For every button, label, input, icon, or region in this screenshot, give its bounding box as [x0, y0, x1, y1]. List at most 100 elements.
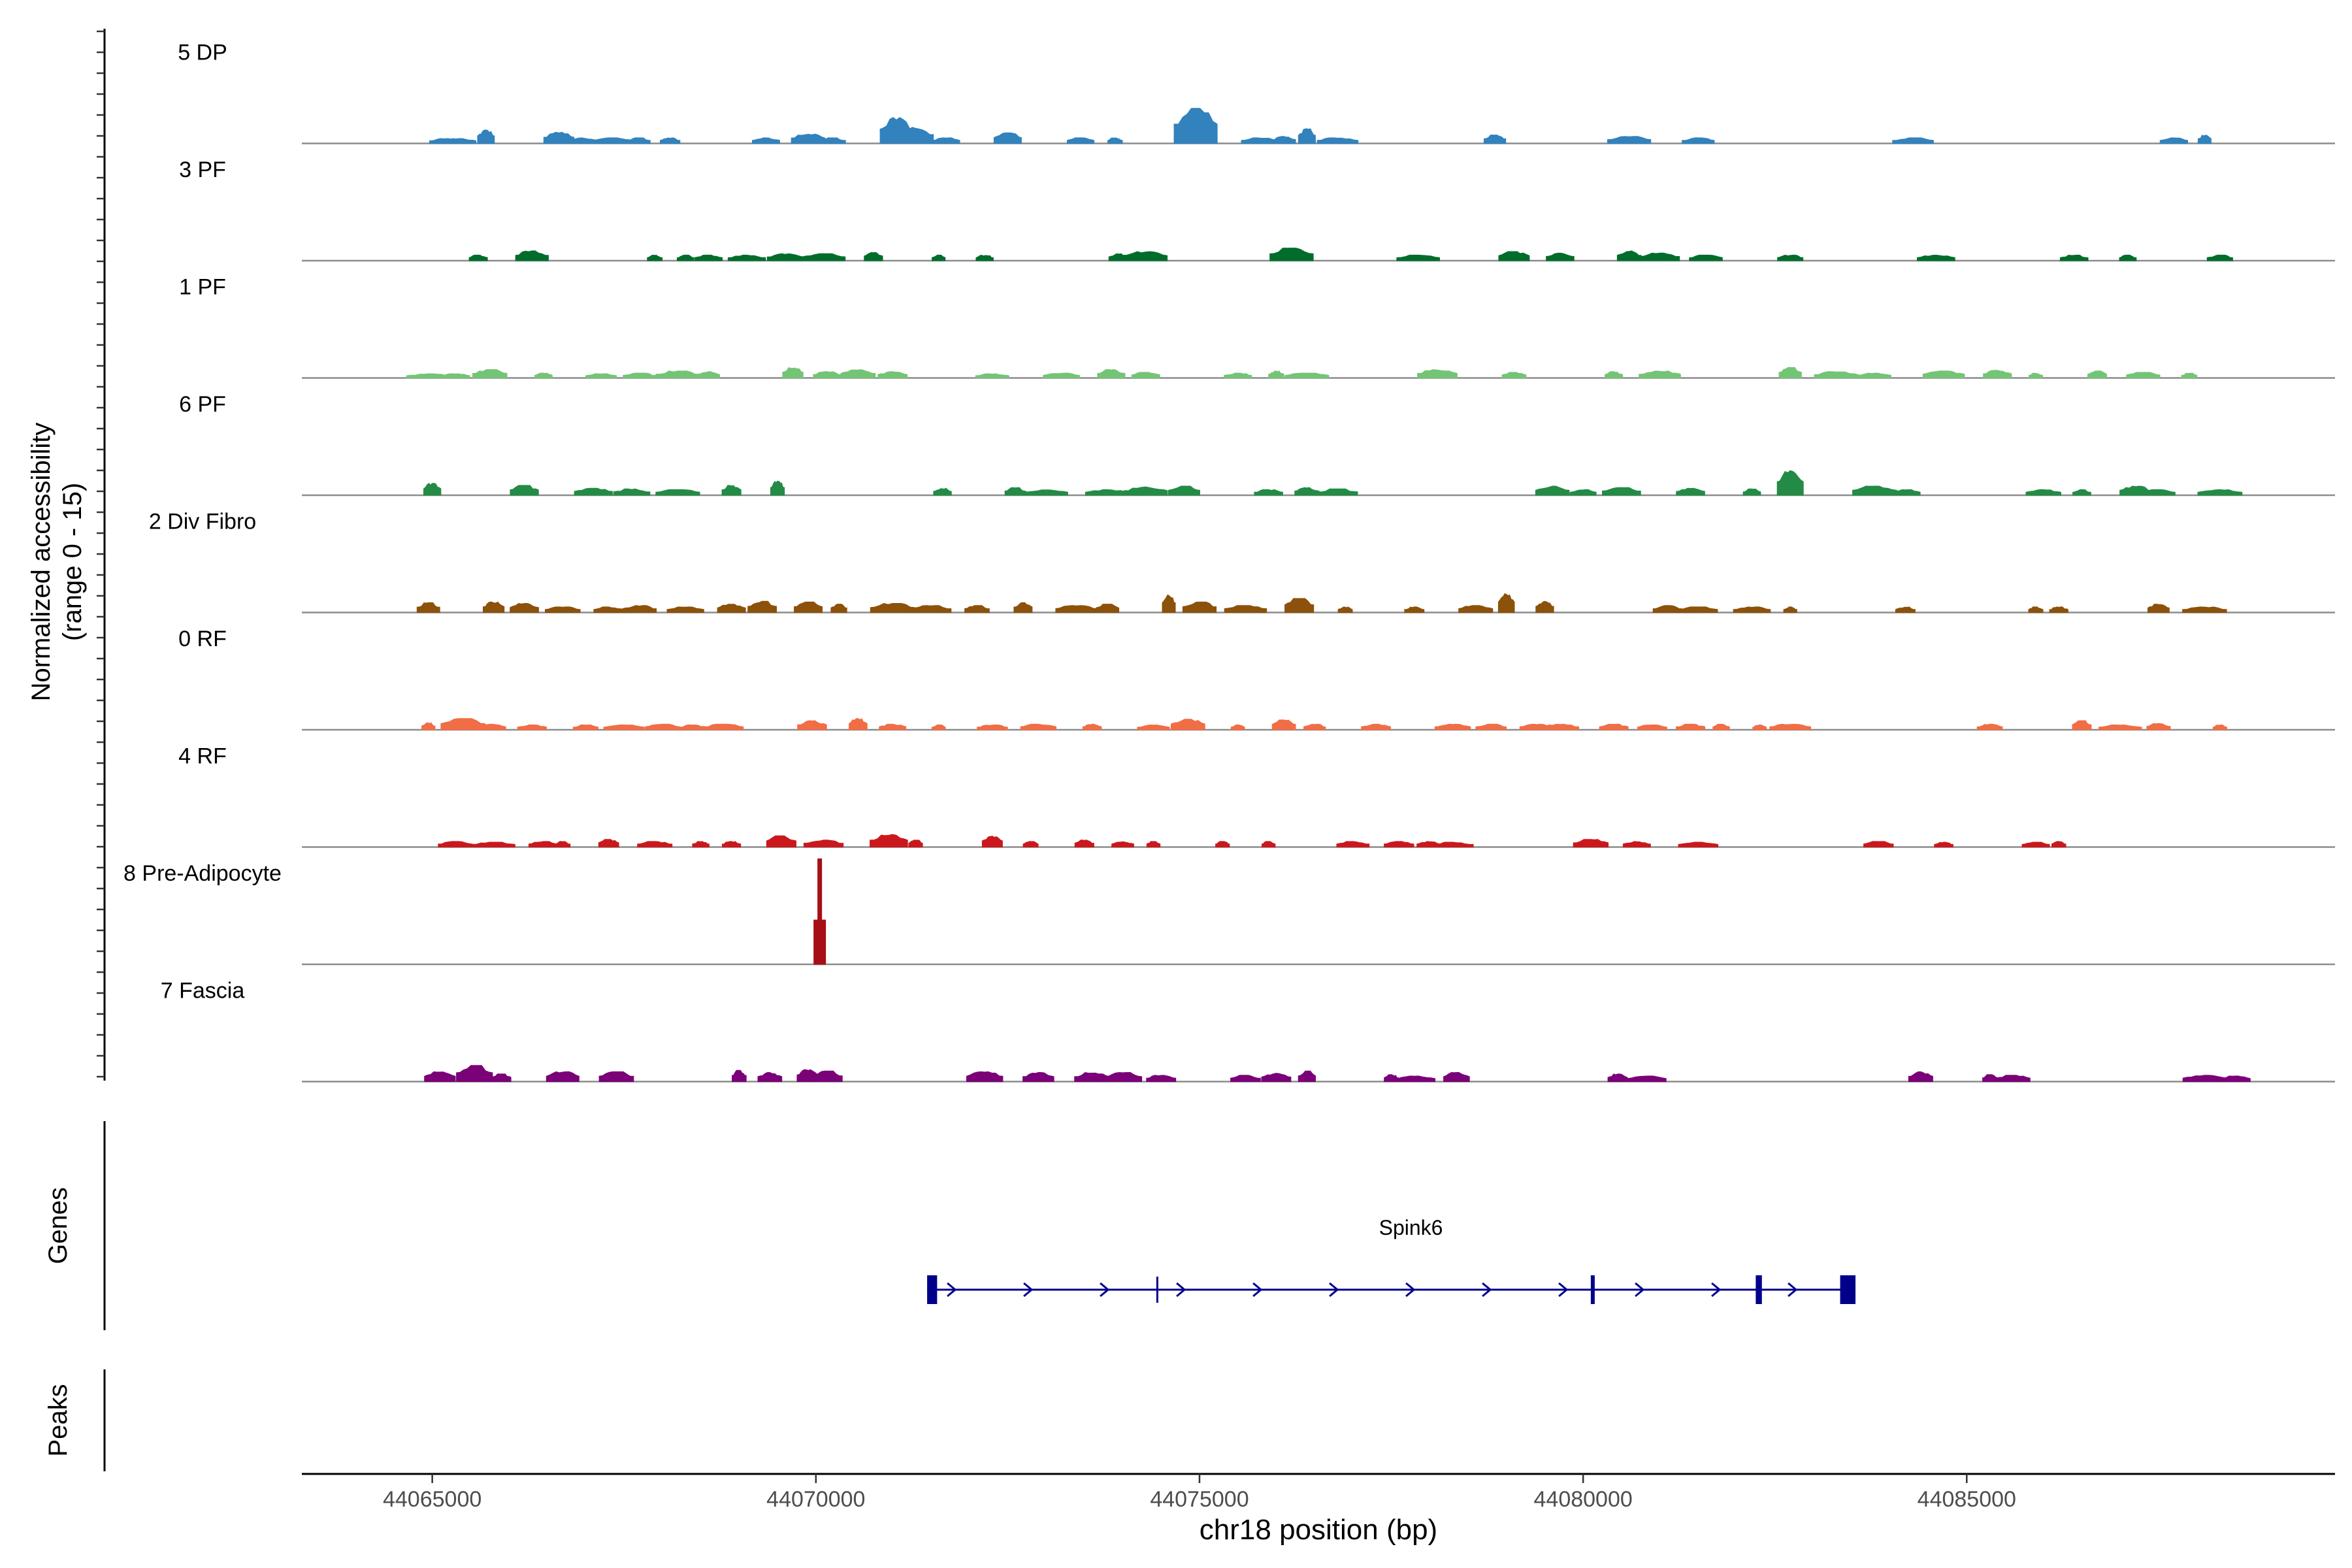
coverage-peak [1111, 841, 1134, 847]
coverage-peak [1857, 372, 1892, 378]
gene-strand-arrow [947, 1282, 957, 1298]
coverage-peak [910, 605, 952, 613]
gene-track: Spink6 [927, 1216, 1856, 1304]
coverage-peak [964, 605, 990, 613]
coverage-peak [438, 841, 473, 847]
track-label: 7 Fascia [161, 979, 245, 1004]
coverage-peak [1890, 489, 1921, 496]
gene-strand-arrow [1711, 1282, 1722, 1298]
coverage-peak [1404, 606, 1425, 613]
coverage-peak [1892, 137, 1934, 144]
coverage-peak [2182, 606, 2227, 613]
coverage-peak [1712, 723, 1730, 730]
coverage-peak [1601, 487, 1641, 496]
coverage-peak [491, 1073, 512, 1082]
coverage-peak [1777, 254, 1804, 261]
gene-strand-arrow [1482, 1282, 1492, 1298]
coverage-peak [423, 483, 442, 496]
track-label: 3 PF [179, 157, 226, 182]
coverage-peak [622, 605, 657, 613]
coverage-peak [1097, 369, 1126, 378]
coverage-peak [1607, 136, 1652, 144]
coverage-peak [1170, 719, 1205, 730]
coverage-peak [704, 723, 744, 730]
track-6: 4 RF [178, 744, 2335, 848]
gene-exon [1756, 1275, 1762, 1304]
coverage-peak [1682, 137, 1715, 144]
coverage-peak [966, 1071, 1004, 1082]
coverage-peak [2028, 606, 2044, 613]
coverage-peak [1271, 719, 1296, 730]
coverage-peak [1393, 1075, 1436, 1082]
coverage-peak [1501, 372, 1527, 378]
coverage-peak [544, 606, 581, 613]
track-5: 0 RF [178, 627, 2335, 731]
coverage-peak [1024, 489, 1068, 496]
track-4: 2 Div Fibro [149, 510, 2335, 613]
gene-name-label: Spink6 [1379, 1216, 1443, 1239]
gene-strand-arrow [1788, 1282, 1798, 1298]
coverage-peak [655, 489, 700, 496]
coverage-peak [1162, 594, 1176, 613]
coverage-peak [1137, 724, 1170, 730]
coverage-peak [2126, 372, 2161, 378]
coverage-peak [2146, 723, 2171, 730]
coverage-peak [797, 720, 827, 730]
coverage-peak [2142, 489, 2176, 496]
coverage-peak [1303, 723, 1326, 730]
coverage-peak [727, 254, 766, 261]
gene-strand-arrow [1176, 1282, 1186, 1298]
coverage-peak [482, 601, 505, 613]
coverage-peak [572, 724, 599, 730]
coverage-peak [1384, 841, 1414, 847]
coverage-y-axis-ticks [97, 30, 105, 1078]
coverage-peak [1622, 841, 1651, 847]
gene-exon [1840, 1275, 1856, 1304]
coverage-peak [2025, 489, 2062, 496]
coverage-peak [1417, 369, 1458, 378]
coverage-peak [442, 138, 477, 144]
coverage-peak [870, 602, 915, 613]
coverage-peak [2212, 725, 2227, 730]
coverage-y-axis-title-line1: Normalized accessibility [27, 423, 56, 702]
coverage-peak [1573, 839, 1609, 847]
x-tick-label: 44080000 [1534, 1487, 1633, 1512]
coverage-peak [1535, 600, 1554, 613]
coverage-peak [801, 253, 846, 261]
x-axis-ticks: 44065000 44070000 44075000 44080000 44085000 [383, 1474, 2016, 1512]
coverage-peak [1895, 606, 1916, 613]
coverage-peak [1182, 601, 1217, 613]
coverage-peak [2147, 604, 2170, 613]
coverage-peak [1215, 841, 1230, 847]
coverage-peak [623, 372, 657, 378]
coverage-peak [2049, 606, 2068, 613]
coverage-peak [416, 602, 440, 613]
coverage-peak [2099, 724, 2142, 730]
coverage-peak [975, 373, 1009, 378]
genes-panel: Genes Spink6 [44, 1121, 1856, 1330]
coverage-peak [830, 604, 847, 613]
coverage-peak [1146, 841, 1161, 847]
coverage-peak [647, 254, 663, 261]
coverage-peak [637, 841, 673, 847]
coverage-peak [1676, 723, 1706, 730]
coverage-peak [1224, 372, 1252, 378]
coverage-peak [1268, 370, 1284, 378]
coverage-peak [1336, 841, 1370, 847]
coverage-peak [1475, 723, 1507, 730]
coverage-peak [908, 840, 923, 847]
track-label: 6 PF [179, 392, 226, 417]
coverage-peak [732, 1070, 747, 1082]
coverage-peak [1622, 1075, 1667, 1082]
coverage-peak [2197, 135, 2212, 144]
coverage-peak [510, 485, 539, 496]
coverage-peak [1599, 723, 1629, 730]
peaks-panel: Peaks [44, 1369, 106, 1471]
x-tick-label: 44070000 [766, 1487, 865, 1512]
coverage-peak [932, 254, 946, 261]
coverage-peak [1337, 606, 1353, 613]
coverage-peak [1639, 370, 1681, 378]
coverage-peak [931, 725, 946, 730]
coverage-peak [676, 254, 694, 261]
gene-strand-arrow [1023, 1282, 1034, 1298]
